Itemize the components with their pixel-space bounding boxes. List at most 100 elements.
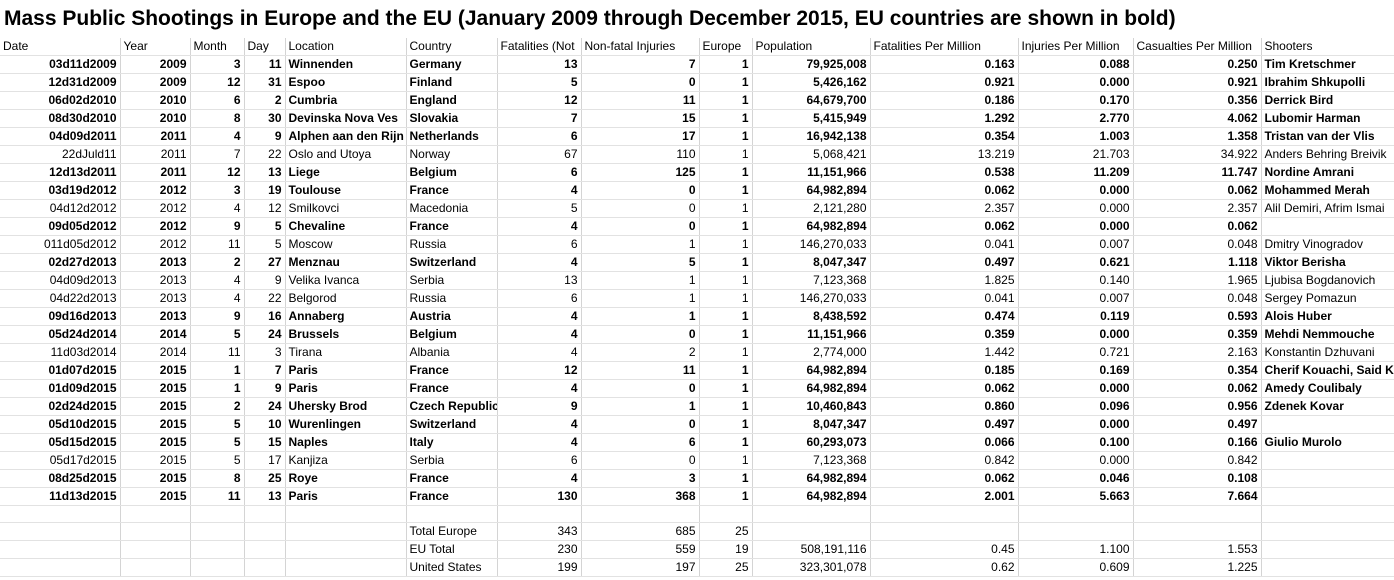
cell: Belgium (406, 163, 498, 182)
cell: Mohammed Merah (1261, 181, 1394, 200)
cell: 0.062 (870, 379, 1019, 398)
data-row: 12d13d2011 2011 12 13 Liege Belgium 6 125 1 11,15… (0, 163, 1394, 182)
cell: Location (285, 38, 407, 56)
cell: 0 (581, 217, 700, 236)
cell: 12d31d2009 (0, 73, 121, 92)
cell: 12 (244, 199, 286, 218)
cell: 5,068,421 (752, 145, 871, 164)
cell: Fatalities Per Million (870, 38, 1019, 56)
cell: 559 (581, 540, 700, 559)
cell: 1 (699, 379, 753, 398)
cell: Kanjiza (285, 451, 407, 470)
cell: 05d24d2014 (0, 325, 121, 344)
cell: 11 (190, 235, 245, 254)
cell: 27 (244, 253, 286, 272)
cell: 0.100 (1018, 433, 1134, 452)
cell: 21.703 (1018, 145, 1134, 164)
data-row: 04d12d2012 2012 4 12 Smilkovci Macedonia 5 0 1 2,… (0, 199, 1394, 218)
cell: 0.041 (870, 235, 1019, 254)
cell: 08d30d2010 (0, 109, 121, 128)
cell: Mehdi Nemmouche (1261, 325, 1394, 344)
cell: 1 (699, 73, 753, 92)
cell: Cherif Kouachi, Said K (1261, 361, 1394, 380)
cell: 2 (581, 343, 700, 362)
cell: 0.066 (870, 433, 1019, 452)
cell: 24 (244, 397, 286, 416)
cell: 6 (497, 127, 582, 146)
cell: 5.663 (1018, 487, 1134, 506)
cell (285, 558, 407, 577)
cell (0, 540, 121, 559)
cell: Serbia (406, 451, 498, 470)
cell: 4 (190, 289, 245, 308)
cell: 0.609 (1018, 558, 1134, 577)
data-row: 05d24d2014 2014 5 24 Brussels Belgium 4 0 1 11,15… (0, 325, 1394, 344)
cell: Toulouse (285, 181, 407, 200)
cell (244, 522, 286, 541)
cell: 09d05d2012 (0, 217, 121, 236)
cell (0, 558, 121, 577)
cell: 0.721 (1018, 343, 1134, 362)
cell: Austria (406, 307, 498, 326)
cell: 0.119 (1018, 307, 1134, 326)
cell: 5 (581, 253, 700, 272)
cell: 05d15d2015 (0, 433, 121, 452)
cell: Paris (285, 487, 407, 506)
cell: 1 (699, 253, 753, 272)
cell: France (406, 379, 498, 398)
cell (1261, 540, 1394, 559)
data-row: 11d13d2015 2015 11 13 Paris France 130 368 1 64,9… (0, 487, 1394, 506)
cell (406, 505, 498, 523)
cell: Moscow (285, 235, 407, 254)
cell: 0.185 (870, 361, 1019, 380)
cell: 1 (699, 199, 753, 218)
cell: 25 (699, 522, 753, 541)
cell: 16 (244, 307, 286, 326)
cell: 197 (581, 558, 700, 577)
cell: 9 (244, 379, 286, 398)
cell: 8,047,347 (752, 415, 871, 434)
cell (120, 505, 191, 523)
cell: 11 (190, 343, 245, 362)
cell (244, 505, 286, 523)
cell (285, 505, 407, 523)
cell: 8 (190, 469, 245, 488)
cell: France (406, 217, 498, 236)
cell: 5 (244, 217, 286, 236)
data-row: 01d09d2015 2015 1 9 Paris France 4 0 1 64,982,894… (0, 379, 1394, 398)
cell: 1 (190, 361, 245, 380)
cell: 13 (497, 271, 582, 290)
cell: 01d07d2015 (0, 361, 121, 380)
cell: Switzerland (406, 253, 498, 272)
cell: 2014 (120, 343, 191, 362)
cell: 04d12d2012 (0, 199, 121, 218)
cell: 0 (581, 451, 700, 470)
cell: 130 (497, 487, 582, 506)
cell: 5 (190, 433, 245, 452)
cell: 04d09d2011 (0, 127, 121, 146)
cell: 04d09d2013 (0, 271, 121, 290)
data-row: 02d27d2013 2013 2 27 Menznau Switzerland 4 5 1 8,… (0, 253, 1394, 272)
data-row: 05d10d2015 2015 5 10 Wurenlingen Switzerland 4… (0, 415, 1394, 434)
cell: 25 (699, 558, 753, 577)
cell: Alphen aan den Rijn (285, 127, 407, 146)
cell: 2.357 (870, 199, 1019, 218)
cell: 4 (190, 199, 245, 218)
cell: 0 (581, 199, 700, 218)
cell: Cumbria (285, 91, 407, 110)
cell: Belgorod (285, 289, 407, 308)
cell: Tristan van der Vlis (1261, 127, 1394, 146)
cell: 11 (244, 55, 286, 74)
cell: 05d10d2015 (0, 415, 121, 434)
cell: 1 (699, 397, 753, 416)
cell: 5 (244, 235, 286, 254)
cell (699, 505, 753, 523)
cell: 11d03d2014 (0, 343, 121, 362)
cell: 64,982,894 (752, 217, 871, 236)
cell (1018, 522, 1134, 541)
cell: Czech Republic (406, 397, 498, 416)
cell: 6 (497, 163, 582, 182)
cell: 368 (581, 487, 700, 506)
cell: 1 (699, 343, 753, 362)
cell: 02d24d2015 (0, 397, 121, 416)
